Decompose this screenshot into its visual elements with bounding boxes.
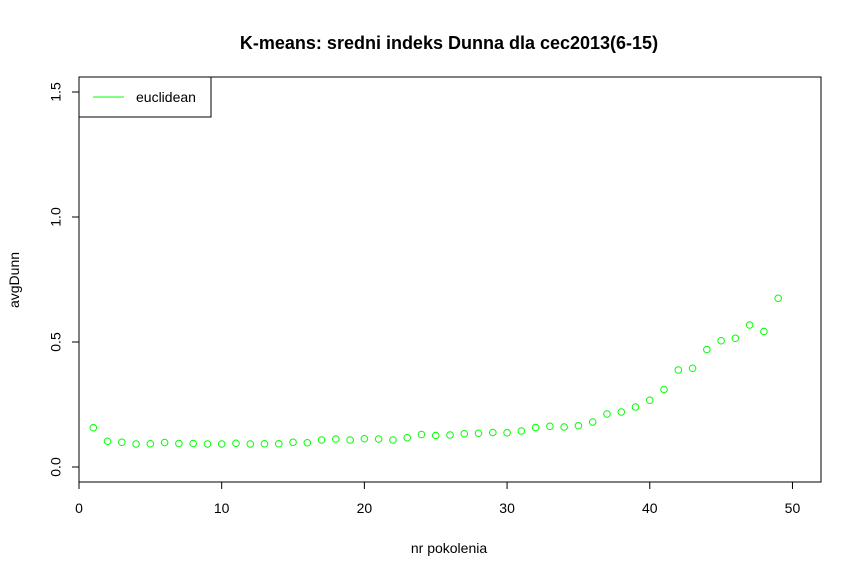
- data-point-euclidean: [688, 364, 697, 373]
- data-point-euclidean: [674, 366, 683, 374]
- data-point-euclidean: [431, 431, 440, 440]
- data-point-euclidean: [603, 410, 611, 418]
- data-point-euclidean: [560, 423, 568, 431]
- x-tick-label: 30: [499, 500, 515, 516]
- data-point-euclidean: [503, 428, 511, 437]
- data-point-euclidean: [346, 436, 354, 444]
- data-point-euclidean: [146, 439, 155, 448]
- data-point-euclidean: [417, 430, 426, 439]
- x-tick-label: 50: [785, 500, 801, 516]
- data-point-euclidean: [717, 336, 725, 345]
- data-point-euclidean: [517, 427, 526, 435]
- data-point-euclidean: [89, 423, 98, 432]
- y-tick-label: 0.0: [48, 457, 64, 477]
- y-axis: 0.0 0.5 1.0 1.5: [48, 82, 80, 477]
- data-point-euclidean: [232, 439, 240, 448]
- y-tick-label: 1.5: [48, 82, 64, 102]
- data-point-euclidean: [460, 429, 469, 438]
- data-point-euclidean: [317, 436, 326, 444]
- x-tick-label: 20: [357, 500, 373, 516]
- y-tick-label: 1.0: [48, 207, 64, 227]
- data-point-euclidean: [217, 440, 226, 448]
- data-point-euclidean: [403, 433, 411, 442]
- x-axis: 0 10 20 30 40 50: [75, 481, 801, 516]
- data-point-euclidean: [760, 327, 768, 336]
- data-point-euclidean: [274, 439, 283, 448]
- x-axis-label: nr pokolenia: [411, 540, 487, 556]
- data-point-euclidean: [546, 422, 554, 431]
- data-point-euclidean: [745, 321, 754, 329]
- y-axis-label: avgDunn: [6, 252, 22, 308]
- data-point-euclidean: [588, 418, 597, 426]
- data-point-euclidean: [189, 439, 197, 448]
- data-point-euclidean: [645, 396, 654, 405]
- chart-title: K-means: sredni indeks Dunna dla cec2013…: [240, 33, 658, 53]
- data-point-euclidean: [246, 440, 255, 448]
- data-point-euclidean: [132, 440, 140, 448]
- x-tick-label: 0: [75, 500, 83, 516]
- x-tick-label: 10: [214, 500, 230, 516]
- data-point-euclidean: [389, 436, 397, 444]
- data-point-euclidean: [574, 421, 583, 430]
- y-tick-label: 0.5: [48, 332, 64, 352]
- data-points: [89, 294, 782, 448]
- legend-label-euclidean: euclidean: [136, 89, 196, 105]
- data-point-euclidean: [203, 440, 212, 448]
- data-point-euclidean: [175, 439, 183, 448]
- data-point-euclidean: [731, 334, 740, 343]
- data-point-euclidean: [260, 439, 269, 448]
- data-point-euclidean: [617, 408, 626, 416]
- data-point-euclidean: [289, 438, 297, 447]
- data-point-euclidean: [103, 437, 112, 446]
- data-point-euclidean: [360, 434, 369, 443]
- x-tick-label: 40: [642, 500, 658, 516]
- data-point-euclidean: [774, 294, 782, 303]
- data-point-euclidean: [489, 428, 497, 437]
- data-point-euclidean: [474, 429, 483, 438]
- data-point-euclidean: [703, 345, 711, 354]
- data-point-euclidean: [446, 431, 454, 439]
- plot-frame: [78, 76, 822, 483]
- data-point-euclidean: [660, 385, 668, 394]
- data-point-euclidean: [118, 438, 126, 447]
- data-point-euclidean: [531, 423, 540, 432]
- data-point-euclidean: [374, 435, 383, 443]
- data-point-euclidean: [631, 403, 640, 411]
- data-point-euclidean: [332, 435, 340, 443]
- data-point-euclidean: [303, 438, 312, 447]
- legend: euclidean: [78, 76, 212, 118]
- data-point-euclidean: [160, 438, 169, 447]
